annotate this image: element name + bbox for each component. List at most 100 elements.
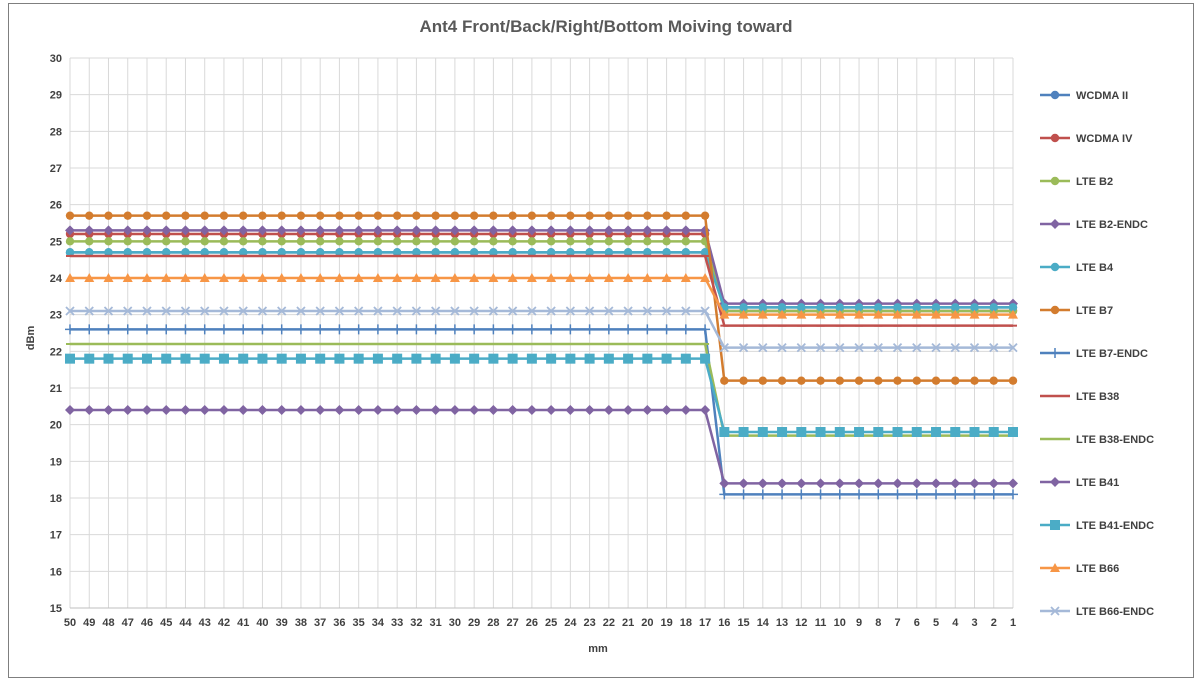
data-point [334,225,345,236]
legend-swatch-marker [1050,563,1060,572]
data-point [373,306,383,316]
data-point [449,225,460,236]
data-point [180,273,191,282]
data-point [295,405,306,415]
data-point [218,405,229,415]
data-point [661,405,672,415]
data-point [65,353,75,364]
legend-entry: LTE B66 [1040,563,1119,575]
data-point [565,324,576,335]
x-tick-label: 3 [971,617,977,629]
x-tick-label: 49 [83,617,95,629]
x-tick-label: 11 [815,617,827,629]
x-tick-label: 28 [487,617,499,629]
data-point [84,324,95,335]
series-line [70,251,1013,309]
data-point [199,324,210,335]
data-point [623,225,634,236]
data-point [738,309,749,319]
data-point [392,306,402,316]
data-point [238,306,248,316]
data-point [239,211,248,220]
x-tick-label: 24 [564,617,577,629]
series-line [70,328,1013,496]
data-point [988,309,999,319]
data-point [661,225,672,236]
data-point [334,306,345,316]
data-point [488,353,499,364]
data-point [585,248,594,257]
x-tick-label: 18 [680,617,692,629]
data-point [873,309,884,319]
legend-swatch-marker [1050,348,1060,358]
legend-entry: LTE B38 [1040,391,1119,403]
data-point [526,273,537,282]
data-point [546,273,557,282]
data-point [295,273,306,282]
data-point [257,306,268,316]
data-point [546,237,556,246]
data-point [411,353,422,364]
data-point [141,273,152,282]
data-point [469,405,480,415]
data-point [295,225,306,236]
data-point [854,478,865,489]
legend-swatch-marker [1050,176,1060,186]
data-point [662,211,671,220]
data-point [873,489,884,500]
legend-entry: LTE B66-ENDC [1040,606,1154,618]
data-point [411,324,422,335]
data-point [161,273,172,282]
data-point [700,248,710,257]
data-point [508,248,517,257]
data-point [566,248,575,257]
x-tick-label: 45 [160,617,172,629]
data-point [372,225,383,236]
data-point [392,273,403,282]
data-point [335,237,344,246]
data-point [85,248,94,257]
data-point [835,303,844,312]
data-point [411,405,422,415]
data-point [199,353,210,364]
data-point [950,478,961,489]
data-point [238,353,249,364]
data-point [797,303,806,312]
data-point [335,248,344,257]
data-point [123,237,132,246]
x-tick-label: 31 [430,617,442,629]
series-line [70,232,1013,313]
data-point [642,324,653,335]
legend-label: LTE B7-ENDC [1076,348,1148,360]
data-point [449,353,460,364]
data-point [854,376,864,385]
data-point [488,405,499,415]
data-point [565,306,576,316]
series-lte-b7-endc [65,324,1018,500]
series-lte-b4 [65,248,1018,312]
data-point [200,237,209,246]
data-point [719,489,730,500]
data-point [276,324,287,335]
data-point [430,324,441,335]
data-point [430,353,441,364]
data-point [123,306,133,316]
chart-title: Ant4 Front/Back/Right/Bottom Moiving tow… [419,17,792,36]
x-tick-label: 19 [660,617,672,629]
data-point [450,237,460,246]
data-point [796,489,807,500]
data-point [912,343,922,353]
data-point [315,353,326,364]
data-point [488,324,499,335]
data-point [315,211,325,220]
data-point [104,211,113,220]
data-point [604,248,614,257]
data-point [565,273,576,282]
data-point [527,248,537,257]
data-point [180,324,191,335]
data-point [200,248,209,257]
data-point [911,478,922,489]
data-point [816,303,825,312]
data-point [526,225,537,236]
data-point [758,343,768,353]
